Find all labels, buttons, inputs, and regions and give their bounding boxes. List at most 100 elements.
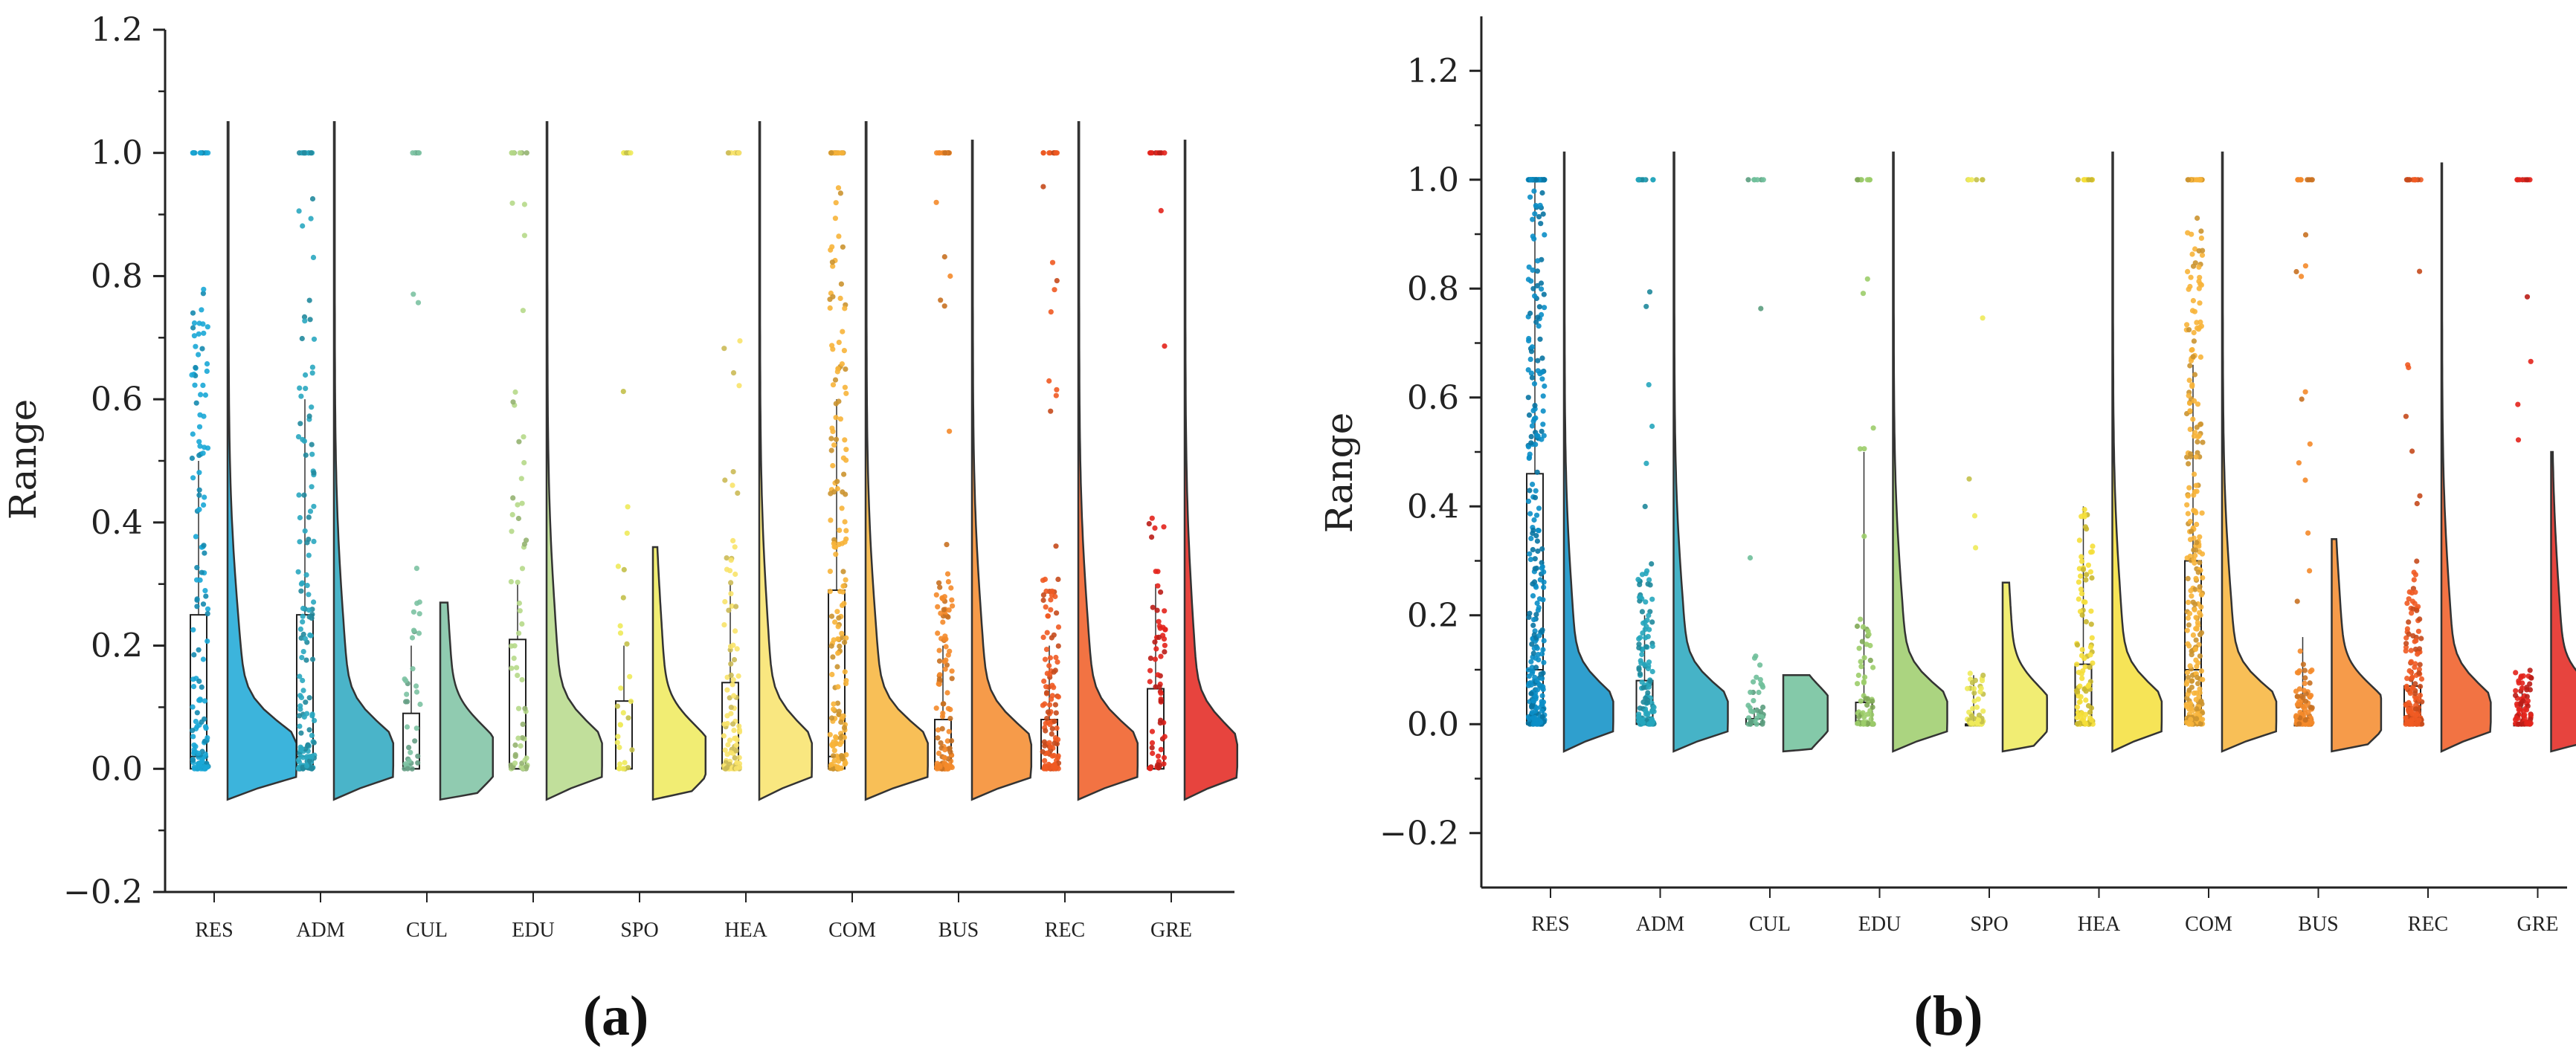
data-point (836, 766, 843, 772)
data-point (1747, 705, 1753, 711)
data-point (721, 346, 727, 352)
data-point (202, 392, 208, 398)
data-point (1864, 696, 1871, 702)
data-point (835, 624, 841, 630)
data-point (2187, 408, 2193, 414)
data-point (946, 728, 952, 734)
data-point (413, 566, 420, 572)
data-point (1155, 753, 1162, 759)
data-point (840, 455, 846, 461)
data-point (2085, 683, 2091, 689)
data-point (2403, 635, 2409, 641)
data-point (828, 613, 835, 619)
data-point (733, 604, 739, 610)
data-point (2409, 598, 2415, 604)
data-point (728, 557, 734, 563)
data-point (1042, 743, 1048, 749)
data-point (2302, 675, 2308, 681)
data-point (1639, 572, 1646, 578)
data-point (1539, 546, 1545, 552)
data-point (201, 413, 207, 419)
data-point (843, 366, 849, 372)
data-point (2190, 354, 2196, 360)
data-point (1538, 221, 1544, 227)
data-point (415, 300, 422, 306)
data-point (2417, 616, 2423, 622)
data-point (1526, 335, 1532, 342)
data-point (205, 735, 210, 741)
data-point (2194, 424, 2200, 430)
data-point (2302, 477, 2308, 483)
data-point (515, 515, 522, 522)
data-point (1542, 305, 1548, 311)
group-rec: REC (1040, 121, 1139, 942)
data-point (1535, 314, 1541, 320)
data-point (936, 647, 942, 653)
data-point (1526, 681, 1532, 687)
data-point (302, 318, 308, 324)
data-point (1865, 711, 1871, 717)
data-point (618, 685, 624, 691)
data-point (1531, 517, 1537, 523)
data-point (833, 436, 840, 442)
data-point (1532, 566, 1538, 572)
data-point (1751, 698, 1756, 704)
data-point (410, 627, 417, 633)
data-point (200, 321, 206, 327)
data-point (1043, 728, 1049, 734)
data-point (2193, 454, 2199, 460)
data-point (1870, 665, 1876, 670)
data-point (2195, 439, 2200, 445)
data-point (1637, 705, 1643, 711)
data-point (834, 150, 841, 156)
data-point (1528, 370, 1534, 376)
data-point (1980, 672, 1986, 679)
data-point (297, 673, 303, 679)
data-point (937, 763, 943, 769)
data-point (1052, 287, 1057, 293)
data-point (191, 333, 197, 339)
data-point (1965, 685, 1971, 691)
data-point (1147, 150, 1154, 156)
data-point (310, 254, 317, 260)
data-point (722, 747, 728, 753)
data-point (2078, 554, 2084, 560)
data-point (299, 655, 305, 661)
data-point (1640, 685, 1646, 691)
data-point (309, 370, 315, 376)
density-half-violin (1672, 151, 1729, 753)
data-point (199, 684, 205, 691)
data-point (1158, 746, 1164, 753)
data-point (301, 150, 307, 156)
data-point (1540, 699, 1547, 705)
data-point (2090, 660, 2096, 666)
data-point (1055, 766, 1061, 772)
data-point (2417, 493, 2423, 499)
data-point (413, 689, 420, 695)
data-point (202, 494, 207, 500)
data-point (834, 609, 840, 615)
data-point (300, 688, 306, 694)
data-point (936, 580, 942, 586)
data-point (936, 681, 941, 687)
data-point (1158, 691, 1164, 696)
data-point (303, 699, 309, 705)
data-point (721, 721, 727, 727)
data-point (1541, 177, 1547, 183)
data-point (832, 377, 839, 383)
data-point (1533, 415, 1539, 421)
data-point (736, 383, 742, 389)
data-point (193, 400, 199, 406)
data-point (2528, 712, 2534, 718)
data-point (1870, 704, 1875, 711)
data-point (200, 382, 206, 389)
data-point (416, 150, 422, 156)
data-point (936, 750, 942, 757)
data-point (2192, 607, 2197, 612)
data-point (1535, 358, 1541, 363)
data-point (840, 583, 846, 589)
data-point (1162, 608, 1168, 614)
data-point (202, 698, 207, 704)
data-point (1539, 376, 1545, 382)
data-point (2074, 662, 2080, 668)
